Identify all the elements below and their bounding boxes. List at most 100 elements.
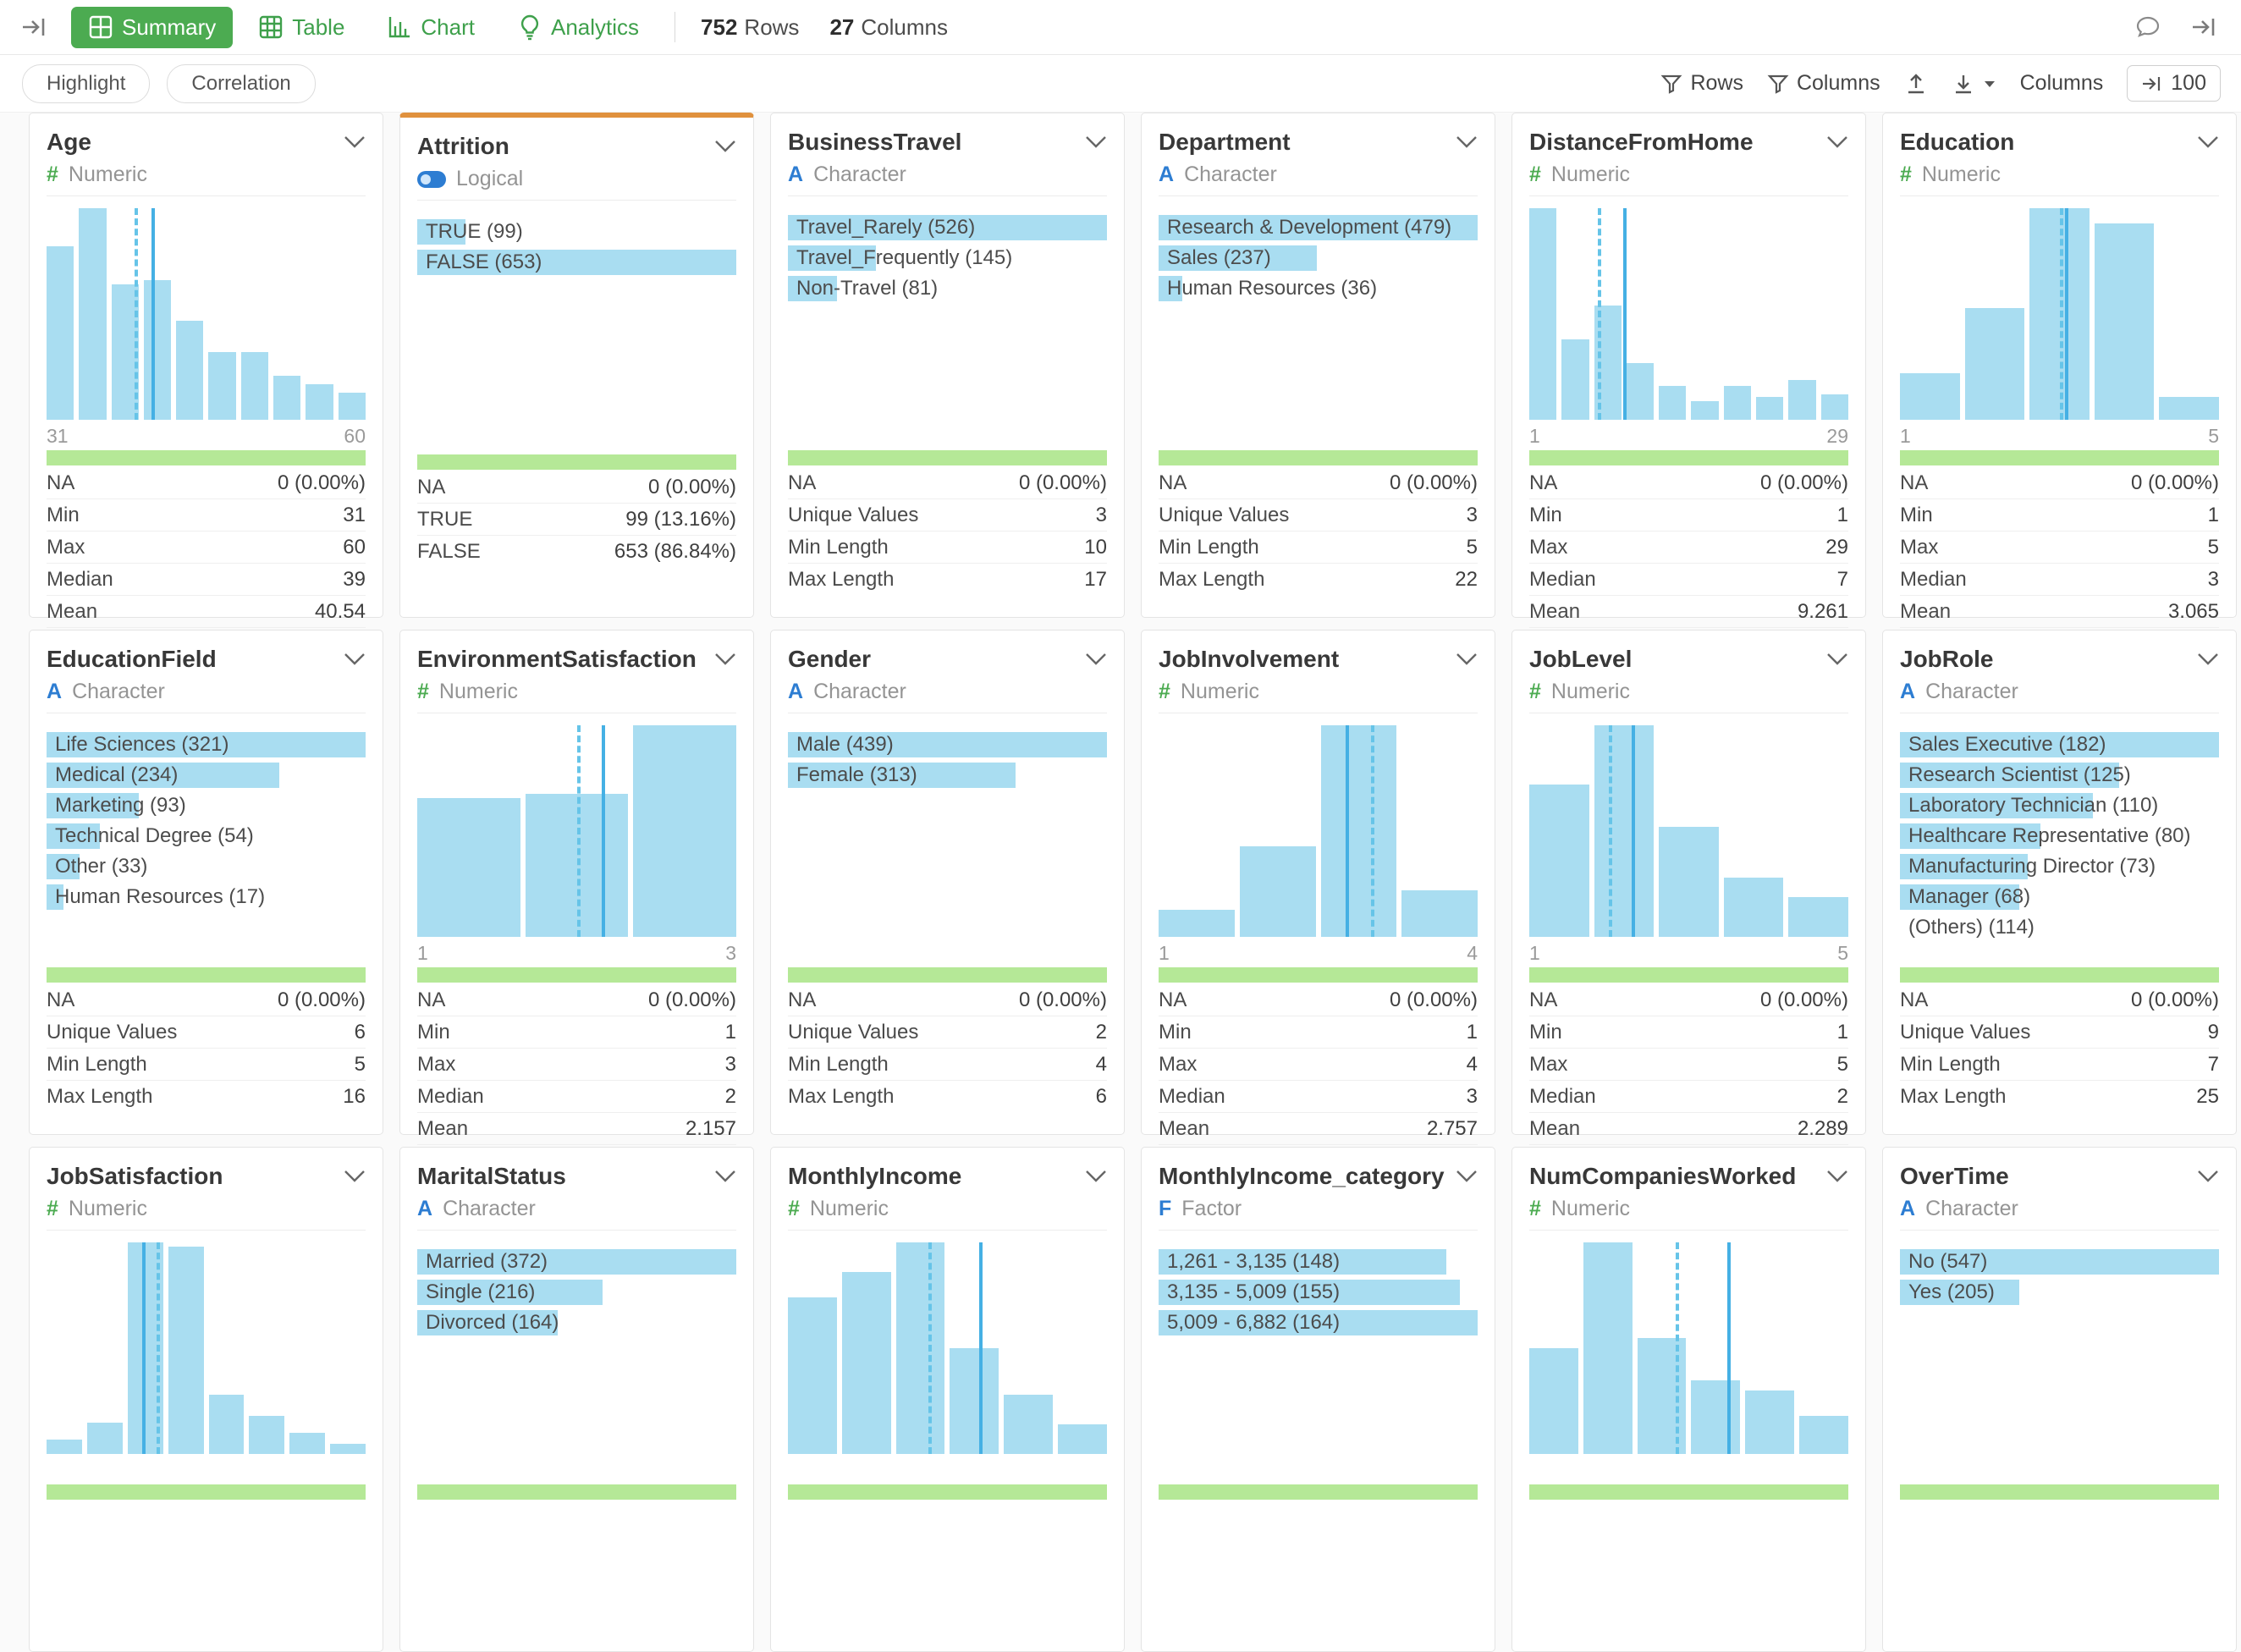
histogram-bar[interactable] [338, 392, 366, 420]
tab-summary[interactable]: Summary [71, 6, 234, 48]
category-row[interactable]: Sales Executive (182) [1900, 732, 2219, 757]
collapse-right-panel-icon[interactable] [2190, 14, 2219, 40]
histogram-bar[interactable] [47, 1439, 82, 1454]
histogram-bar[interactable] [1964, 307, 2025, 420]
histogram-bar[interactable] [47, 246, 74, 420]
chevron-down-icon[interactable] [714, 653, 736, 666]
correlation-button[interactable]: Correlation [167, 63, 316, 103]
category-row[interactable]: Travel_Frequently (145) [788, 245, 1107, 271]
category-row[interactable]: Married (372) [417, 1249, 736, 1275]
category-row[interactable]: Other (33) [47, 854, 366, 879]
category-row[interactable]: TRUE (99) [417, 219, 736, 245]
category-row[interactable]: Manufacturing Director (73) [1900, 854, 2219, 879]
chevron-down-icon[interactable] [1456, 135, 1478, 149]
category-row[interactable]: Medical (234) [47, 763, 366, 788]
histogram-bar[interactable] [1659, 386, 1687, 420]
chevron-down-icon[interactable] [344, 1170, 366, 1183]
download-menu-button[interactable] [1952, 72, 1996, 96]
filter-rows-button[interactable]: Rows [1660, 71, 1743, 96]
category-row[interactable]: No (547) [1900, 1249, 2219, 1275]
histogram-bar[interactable] [86, 1422, 123, 1454]
chevron-down-icon[interactable] [2197, 1170, 2219, 1183]
histogram-bar[interactable] [1239, 845, 1316, 937]
chevron-down-icon[interactable] [1085, 1170, 1107, 1183]
chevron-down-icon[interactable] [1826, 135, 1848, 149]
histogram-bar[interactable] [176, 320, 204, 420]
histogram-bar[interactable] [143, 280, 172, 420]
histogram-bar[interactable] [1788, 896, 1848, 937]
category-row[interactable]: 3,135 - 5,009 (155) [1159, 1280, 1478, 1305]
category-row[interactable]: Female (313) [788, 763, 1107, 788]
histogram-bar[interactable] [208, 1395, 245, 1454]
histogram-bar[interactable] [289, 1433, 326, 1454]
histogram-bar[interactable] [1756, 396, 1784, 420]
histogram-bar[interactable] [1004, 1395, 1054, 1454]
tab-analytics[interactable]: Analytics [500, 6, 656, 48]
histogram-bar[interactable] [240, 352, 269, 420]
tab-table[interactable]: Table [241, 7, 361, 48]
histogram-bar[interactable] [273, 375, 301, 420]
tab-chart[interactable]: Chart [370, 7, 492, 48]
category-row[interactable]: Sales (237) [1159, 245, 1478, 271]
histogram-bar[interactable] [249, 1416, 285, 1454]
histogram-bar[interactable] [788, 1297, 837, 1454]
histogram-bar[interactable] [1691, 1379, 1741, 1454]
histogram-bar[interactable] [1626, 362, 1655, 420]
histogram-bar[interactable] [2159, 396, 2219, 420]
histogram-bar[interactable] [1401, 890, 1478, 937]
upload-icon[interactable] [1904, 72, 1928, 96]
category-row[interactable]: Divorced (164) [417, 1310, 736, 1335]
category-row[interactable]: Non-Travel (81) [788, 276, 1107, 301]
histogram-bar[interactable] [1745, 1390, 1795, 1454]
histogram-bar[interactable] [1058, 1424, 1107, 1454]
chevron-down-icon[interactable] [1456, 1170, 1478, 1183]
histogram-bar[interactable] [1799, 1416, 1848, 1454]
histogram-bar[interactable] [330, 1443, 366, 1454]
chevron-down-icon[interactable] [714, 140, 736, 153]
histogram-bar[interactable] [1788, 379, 1816, 420]
histogram-bar[interactable] [208, 352, 236, 420]
category-row[interactable]: Manager (68) [1900, 884, 2219, 910]
category-row[interactable]: Yes (205) [1900, 1280, 2219, 1305]
histogram-bar[interactable] [306, 383, 333, 420]
chevron-down-icon[interactable] [1456, 653, 1478, 666]
chevron-down-icon[interactable] [344, 653, 366, 666]
histogram-bar[interactable] [1691, 400, 1719, 420]
histogram-bar[interactable] [633, 725, 737, 937]
histogram-bar[interactable] [1723, 878, 1784, 937]
category-row[interactable]: Technical Degree (54) [47, 823, 366, 849]
histogram-bar[interactable] [1723, 386, 1752, 420]
histogram-bar[interactable] [417, 798, 520, 937]
histogram-bar[interactable] [79, 208, 107, 420]
histogram-bar[interactable] [1529, 1348, 1578, 1454]
category-row[interactable]: Laboratory Technician (110) [1900, 793, 2219, 818]
category-row[interactable]: Marketing (93) [47, 793, 366, 818]
chevron-down-icon[interactable] [1085, 653, 1107, 666]
category-row[interactable]: Human Resources (36) [1159, 276, 1478, 301]
histogram-bar[interactable] [1529, 785, 1589, 937]
chevron-down-icon[interactable] [1085, 135, 1107, 149]
histogram-bar[interactable] [841, 1272, 891, 1454]
category-row[interactable]: Research & Development (479) [1159, 215, 1478, 240]
category-row[interactable]: Human Resources (17) [47, 884, 366, 910]
histogram-bar[interactable] [1659, 827, 1719, 937]
category-row[interactable]: Single (216) [417, 1280, 736, 1305]
chevron-down-icon[interactable] [714, 1170, 736, 1183]
histogram-bar[interactable] [168, 1247, 204, 1454]
histogram-bar[interactable] [1594, 725, 1655, 937]
filter-columns-button[interactable]: Columns [1767, 71, 1880, 96]
category-row[interactable]: Male (439) [788, 732, 1107, 757]
histogram-bar[interactable] [2029, 208, 2090, 420]
category-row[interactable]: 5,009 - 6,882 (164) [1159, 1310, 1478, 1335]
histogram-bar[interactable] [1583, 1242, 1633, 1454]
category-row[interactable]: Travel_Rarely (526) [788, 215, 1107, 240]
histogram-bar[interactable] [895, 1242, 945, 1454]
chevron-down-icon[interactable] [1826, 1170, 1848, 1183]
columns-limit-control[interactable]: 100 [2127, 65, 2221, 102]
chevron-down-icon[interactable] [1826, 653, 1848, 666]
category-row[interactable]: 1,261 - 3,135 (148) [1159, 1249, 1478, 1275]
chevron-down-icon[interactable] [344, 135, 366, 149]
histogram-bar[interactable] [1159, 909, 1235, 937]
collapse-left-panel-icon[interactable] [20, 14, 49, 40]
histogram-bar[interactable] [950, 1348, 999, 1454]
